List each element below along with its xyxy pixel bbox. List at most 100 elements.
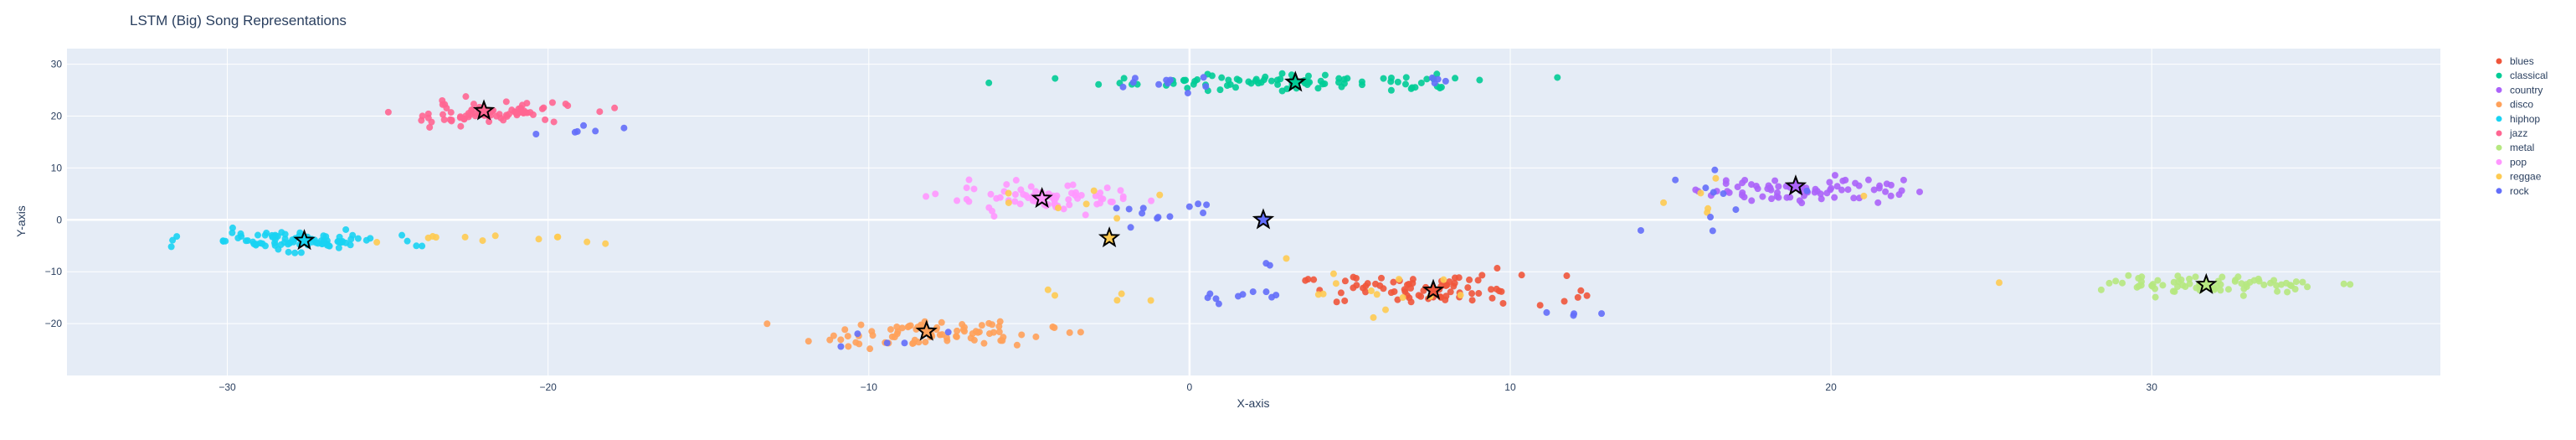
jazz-point: [460, 115, 468, 122]
jazz-point: [439, 111, 446, 118]
jazz-point: [611, 104, 619, 111]
disco-point: [764, 320, 771, 328]
reggae-point: [1373, 291, 1381, 298]
jazz-point: [550, 118, 558, 126]
classical-point: [1225, 76, 1232, 84]
jazz-point: [424, 114, 432, 122]
reggae-point: [1118, 290, 1125, 298]
reggae-point: [479, 237, 486, 245]
pop-point: [1020, 190, 1027, 198]
rock-point: [1442, 77, 1449, 85]
country-point: [1823, 189, 1831, 197]
jazz-point: [502, 111, 510, 119]
country-point: [1800, 192, 1807, 199]
classical-point: [1402, 74, 1410, 81]
metal-point: [2159, 282, 2167, 289]
legend-item-hiphop[interactable]: hiphop: [2496, 113, 2541, 125]
reggae-point: [1697, 189, 1704, 197]
rock-point: [1195, 200, 1202, 208]
blues-point: [1341, 297, 1349, 304]
blues-point: [1353, 282, 1360, 289]
legend[interactable]: blues classical country disco hiphop jazz meta…: [2496, 55, 2548, 197]
metal-point: [2286, 282, 2294, 289]
disco-point: [922, 339, 929, 346]
disco-point: [1066, 329, 1073, 336]
pop-point: [970, 185, 978, 193]
country-point: [1818, 195, 1825, 203]
hiphop-point: [242, 237, 249, 245]
legend-item-classical[interactable]: classical: [2496, 70, 2548, 81]
disco-point: [995, 328, 1003, 335]
classical-point: [1304, 72, 1312, 80]
rock-point: [1131, 75, 1139, 82]
x-tick-label: 10: [1504, 381, 1516, 393]
classical-point: [1401, 80, 1409, 88]
metal-point: [2255, 275, 2262, 282]
legend-item-pop[interactable]: pop: [2496, 156, 2527, 168]
blues-point: [1464, 284, 1472, 292]
disco-point: [1032, 333, 1040, 340]
reggae-point: [1090, 187, 1098, 194]
rock-point: [1570, 312, 1577, 319]
blues-point: [1493, 285, 1500, 292]
reggae-point: [584, 238, 591, 246]
legend-item-country[interactable]: country: [2496, 84, 2543, 96]
legend-item-blues[interactable]: blues: [2496, 55, 2534, 67]
legend-item-disco[interactable]: disco: [2496, 99, 2534, 111]
country-point: [1831, 194, 1838, 201]
jazz-point: [440, 116, 448, 123]
blues-point: [1390, 278, 1397, 286]
rock-point: [1273, 292, 1280, 299]
blues-point: [1577, 287, 1585, 294]
reggae-point: [1005, 199, 1012, 206]
jazz-centroid-marker: [472, 99, 496, 121]
pop-point: [1060, 205, 1067, 213]
legend-item-reggae[interactable]: reggae: [2496, 171, 2542, 183]
jazz-point: [457, 122, 465, 130]
jazz-point: [596, 108, 604, 116]
legend-marker: [2496, 158, 2502, 165]
classical-point: [1216, 86, 1224, 94]
hiphop-point: [291, 249, 299, 256]
rock-point: [1166, 213, 1174, 220]
jazz-point: [447, 109, 455, 116]
classical-point: [1319, 80, 1326, 88]
country-point: [1842, 176, 1849, 184]
blues-point: [1474, 277, 1482, 284]
disco-point: [943, 334, 950, 341]
hiphop-point: [284, 241, 291, 248]
reggae-point: [373, 239, 381, 246]
pop-point: [1103, 184, 1111, 192]
legend-marker: [2496, 116, 2502, 122]
rock-point: [1125, 205, 1133, 213]
reggae-point: [461, 233, 469, 241]
classical-point: [1051, 75, 1059, 82]
metal-point: [2170, 278, 2178, 286]
legend-marker: [2496, 144, 2502, 151]
reggae-point: [1283, 255, 1290, 262]
hiphop-point: [347, 236, 355, 243]
country-point: [1855, 182, 1863, 189]
legend-marker: [2496, 72, 2502, 79]
reggae-point: [1399, 294, 1406, 302]
metal-point: [2148, 282, 2156, 289]
blues-point: [1451, 279, 1458, 287]
reggae-point: [1660, 199, 1668, 206]
legend-item-rock[interactable]: rock: [2496, 185, 2530, 197]
rock-point: [1266, 261, 1273, 269]
y-tick-label: −10: [45, 266, 63, 277]
pop-point: [1066, 201, 1073, 209]
data-points: [167, 70, 2354, 353]
metal-point: [2119, 279, 2126, 287]
metal-point: [2304, 283, 2311, 291]
metal-point: [2231, 277, 2239, 284]
legend-item-jazz[interactable]: jazz: [2496, 127, 2528, 139]
pop-point: [1027, 183, 1035, 190]
legend-item-metal[interactable]: metal: [2496, 142, 2535, 153]
legend-marker: [2496, 86, 2502, 93]
classical-point: [1304, 79, 1312, 86]
disco-point: [960, 324, 968, 331]
blues-point: [1475, 290, 1483, 298]
y-tick-label: 0: [56, 214, 62, 225]
legend-marker: [2496, 130, 2502, 137]
